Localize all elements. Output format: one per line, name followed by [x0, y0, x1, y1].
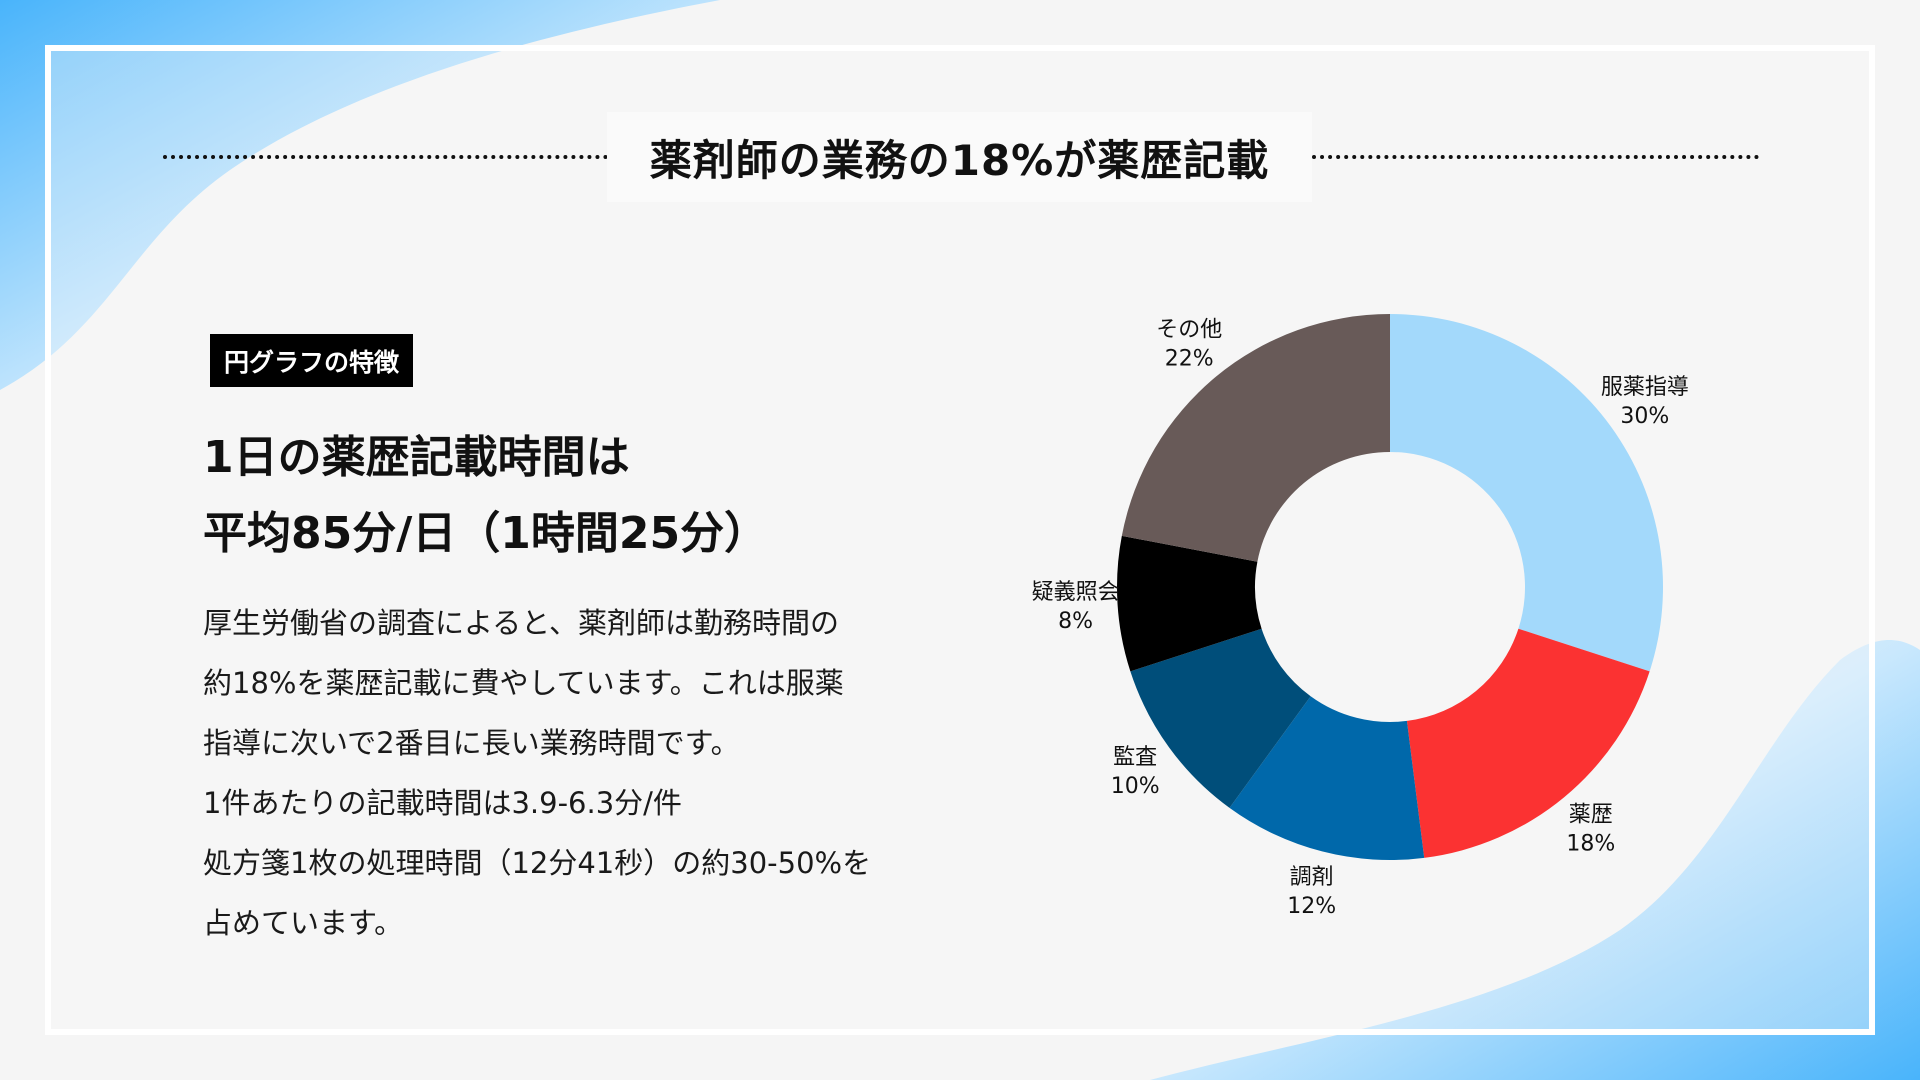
pie-slice: [1121, 314, 1390, 562]
body-text: 厚生労働省の調査によると、薬剤師は勤務時間の 約18%を薬歴記載に費やしています…: [203, 593, 963, 953]
body-line: 指導に次いで2番目に長い業務時間です。: [203, 726, 740, 760]
body-line: 処方箋1枚の処理時間（12分41秒）の約30-50%を: [203, 846, 872, 880]
slice-label: 疑義照会 8%: [1032, 580, 1120, 634]
slice-label: 監査 10%: [1111, 745, 1160, 799]
pie-slice: [1390, 314, 1663, 672]
headline: 1日の薬歴記載時間は 平均85分/日（1時間25分）: [203, 420, 768, 572]
pie-slice: [1229, 696, 1425, 860]
slice-label: 調剤 12%: [1287, 865, 1336, 919]
body-line: 占めています。: [203, 906, 404, 940]
headline-line-2: 平均85分/日（1時間25分）: [203, 508, 769, 559]
page-title: 薬剤師の業務の18%が薬歴記載: [607, 112, 1312, 202]
slice-label: その他 22%: [1156, 317, 1222, 371]
body-line: 厚生労働省の調査によると、薬剤師は勤務時間の: [203, 606, 839, 640]
headline-line-1: 1日の薬歴記載時間は: [203, 432, 630, 483]
body-line: 1件あたりの記載時間は3.9-6.3分/件: [203, 786, 682, 820]
pie-slice: [1117, 535, 1262, 672]
pie-slice: [1130, 628, 1311, 808]
pie-slice: [1406, 628, 1650, 858]
slice-label: 薬歴 18%: [1566, 803, 1615, 857]
title-divider-right: [1312, 155, 1759, 159]
title-divider-left: [163, 155, 608, 159]
body-line: 約18%を薬歴記載に費やしています。これは服薬: [203, 666, 844, 700]
slice-label: 服薬指導 30%: [1601, 375, 1689, 429]
feature-badge: 円グラフの特徴: [210, 334, 414, 387]
donut-chart: 服薬指導 30% 薬歴 18% 調剤 12% 監査 10% 疑義照会 8% その他 22%: [1032, 314, 1689, 919]
